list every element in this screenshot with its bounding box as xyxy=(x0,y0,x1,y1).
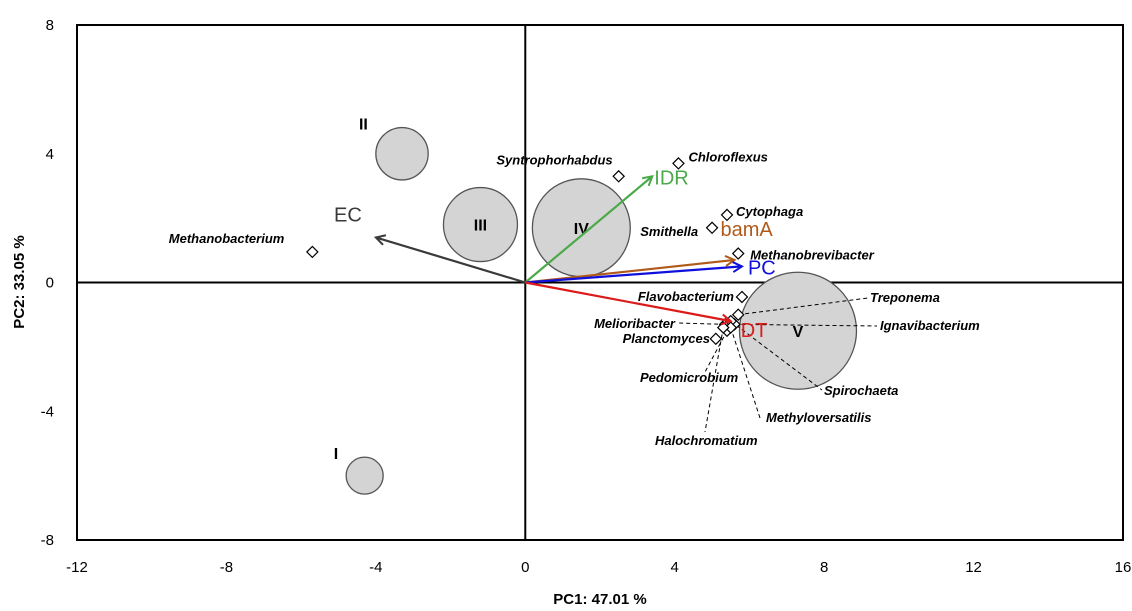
group-circle xyxy=(345,456,384,495)
x-tick-labels: -12 -8 -4 0 4 8 12 16 xyxy=(66,559,1131,576)
taxon-label: Spirochaeta xyxy=(824,383,898,398)
taxon-marker xyxy=(705,221,719,235)
taxon-leader xyxy=(730,320,823,391)
taxon-leader xyxy=(704,330,728,373)
taxon-label: Melioribacter xyxy=(594,316,676,331)
taxon-label: Syntrophorhabdus xyxy=(496,152,612,167)
group-label: I xyxy=(334,446,338,463)
variable-vectors: EC IDR bamA PC DT xyxy=(334,167,776,342)
variable-label: bamA xyxy=(720,219,773,241)
group-circle xyxy=(442,186,519,263)
taxon-marker xyxy=(731,308,745,322)
y-tick-labels: 8 4 0 -4 -8 xyxy=(41,17,54,549)
group-circle xyxy=(375,126,429,181)
taxon-label: Pedomicrobium xyxy=(640,370,739,385)
group-circle xyxy=(738,271,858,390)
variable-label: PC xyxy=(748,257,776,279)
y-tick-label: 4 xyxy=(46,146,54,163)
taxon-label: Chloroflexus xyxy=(688,149,767,164)
x-tick-label: -12 xyxy=(66,559,88,576)
x-axis-title: PC1: 47.01 % xyxy=(553,591,646,608)
taxon-label: Flavobacterium xyxy=(638,289,735,304)
taxon-marker xyxy=(720,208,734,222)
y-tick-label: -4 xyxy=(41,403,54,420)
variable-vector xyxy=(524,176,652,284)
y-tick-label: -8 xyxy=(41,532,54,549)
taxon-leader-lines xyxy=(676,297,878,433)
y-tick-label: 0 xyxy=(46,275,54,292)
taxon-label: Methanobrevibacter xyxy=(750,248,874,263)
x-tick-label: 8 xyxy=(820,559,828,576)
taxon-leader xyxy=(738,297,869,316)
x-tick-label: 16 xyxy=(1115,559,1132,576)
taxon-marker xyxy=(709,332,723,346)
x-tick-label: -8 xyxy=(220,559,233,576)
x-tick-label: 4 xyxy=(671,559,679,576)
variable-vector xyxy=(525,281,730,322)
taxon-label: Methyloversatilis xyxy=(766,410,872,425)
x-tick-label: -4 xyxy=(369,559,382,576)
y-tick-label: 8 xyxy=(46,17,54,34)
group-label: V xyxy=(793,324,804,341)
taxon-markers: Methanobacterium Syntrophorhabdus Chlorofl… xyxy=(169,149,980,448)
taxon-marker xyxy=(612,169,626,183)
taxon-leader xyxy=(704,327,724,433)
y-axis-title: PC2: 33.05 % xyxy=(11,235,28,328)
group-label: II xyxy=(359,117,368,134)
taxon-marker xyxy=(735,290,749,304)
taxon-leader xyxy=(734,323,878,327)
taxon-marker xyxy=(731,247,745,260)
taxon-label: Planctomyces xyxy=(623,331,710,346)
variable-label: DT xyxy=(741,320,768,342)
taxon-marker xyxy=(672,157,685,170)
taxon-label: Cytophaga xyxy=(736,204,803,219)
group-label: III xyxy=(474,218,487,235)
variable-label: IDR xyxy=(654,167,688,189)
taxon-marker xyxy=(306,245,319,259)
taxon-label: Treponema xyxy=(870,290,940,305)
taxon-label: Smithella xyxy=(640,224,698,239)
variable-vector xyxy=(525,266,742,284)
variable-vector xyxy=(525,260,734,284)
taxon-label: Methanobacterium xyxy=(169,231,285,246)
taxon-label: Halochromatium xyxy=(655,433,758,448)
variable-label: EC xyxy=(334,204,362,226)
taxon-leader xyxy=(676,322,726,325)
variable-vector xyxy=(376,237,526,284)
x-tick-label: 12 xyxy=(965,559,982,576)
taxon-leader xyxy=(730,327,761,419)
x-tick-label: 0 xyxy=(521,559,529,576)
taxon-label: Ignavibacterium xyxy=(880,318,980,333)
